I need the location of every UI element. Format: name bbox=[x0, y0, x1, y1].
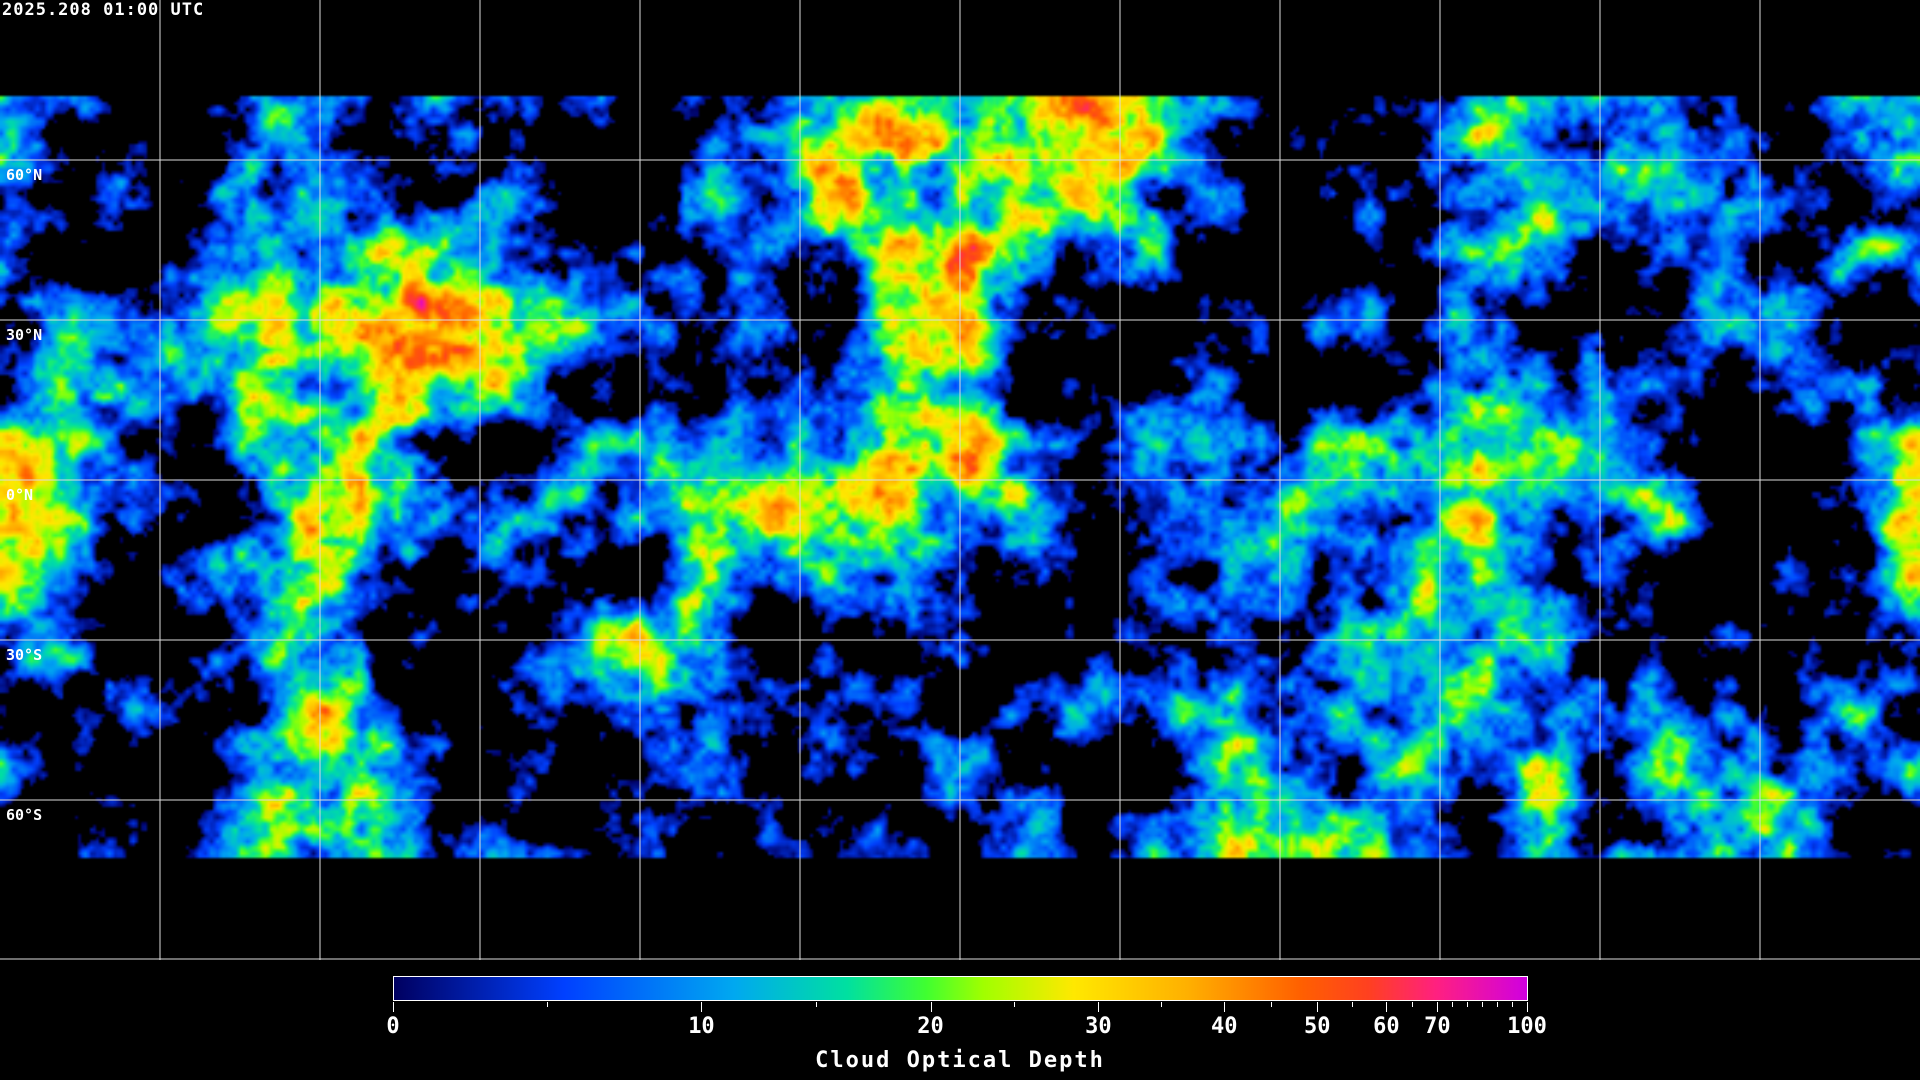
colorbar-major-tick bbox=[930, 1002, 932, 1012]
colorbar-major-tick bbox=[1386, 1002, 1388, 1012]
colorbar-minor-tick bbox=[1161, 1002, 1163, 1007]
colorbar-minor-tick bbox=[1482, 1002, 1484, 1007]
colorbar-minor-tick bbox=[1512, 1002, 1514, 1007]
colorbar-minor-tick bbox=[815, 1002, 817, 1007]
cloud-optical-depth-map bbox=[0, 0, 1920, 960]
colorbar-minor-tick bbox=[1014, 1002, 1016, 1007]
colorbar-minor-tick bbox=[1497, 1002, 1499, 1007]
colorbar-minor-tick bbox=[1452, 1002, 1454, 1007]
colorbar-tick-label: 70 bbox=[1424, 1014, 1451, 1039]
colorbar bbox=[393, 976, 1528, 1001]
lat-label-30n: 30°N bbox=[6, 326, 43, 344]
colorbar-tick-label: 30 bbox=[1085, 1014, 1112, 1039]
colorbar-tick-label: 50 bbox=[1303, 1014, 1331, 1039]
colorbar-major-tick bbox=[1317, 1002, 1319, 1012]
colorbar-tick-label: 100 bbox=[1507, 1014, 1547, 1039]
colorbar-tick-label: 40 bbox=[1210, 1014, 1238, 1039]
colorbar-major-tick bbox=[1224, 1002, 1226, 1012]
colorbar-major-tick bbox=[393, 1002, 394, 1012]
colorbar-tick-label: 20 bbox=[917, 1014, 944, 1039]
lat-label-60n: 60°N bbox=[6, 166, 43, 184]
lat-lon-grid bbox=[0, 0, 1920, 960]
colorbar-minor-tick bbox=[1270, 1002, 1272, 1007]
colorbar-tick-label: 10 bbox=[688, 1014, 715, 1039]
lat-label-60s: 60°S bbox=[6, 806, 43, 824]
colorbar-major-tick bbox=[1437, 1002, 1439, 1012]
colorbar-minor-tick bbox=[1411, 1002, 1413, 1007]
timestamp-title: 2025.208 01:00 UTC bbox=[2, 0, 205, 20]
colorbar-minor-tick bbox=[547, 1002, 549, 1007]
colorbar-minor-tick bbox=[1351, 1002, 1353, 1007]
colorbar-major-tick bbox=[1098, 1002, 1100, 1012]
lat-label-30s: 30°S bbox=[6, 646, 43, 664]
colorbar-tick-label: 60 bbox=[1373, 1014, 1400, 1039]
colorbar-major-tick bbox=[701, 1002, 703, 1012]
colorbar-minor-tick bbox=[1467, 1002, 1469, 1007]
colorbar-title: Cloud Optical Depth bbox=[815, 1048, 1105, 1073]
colorbar-tick-label: 0 bbox=[386, 1014, 400, 1039]
lat-label-0n: 0°N bbox=[6, 486, 34, 504]
colorbar-major-tick bbox=[1527, 1002, 1528, 1012]
